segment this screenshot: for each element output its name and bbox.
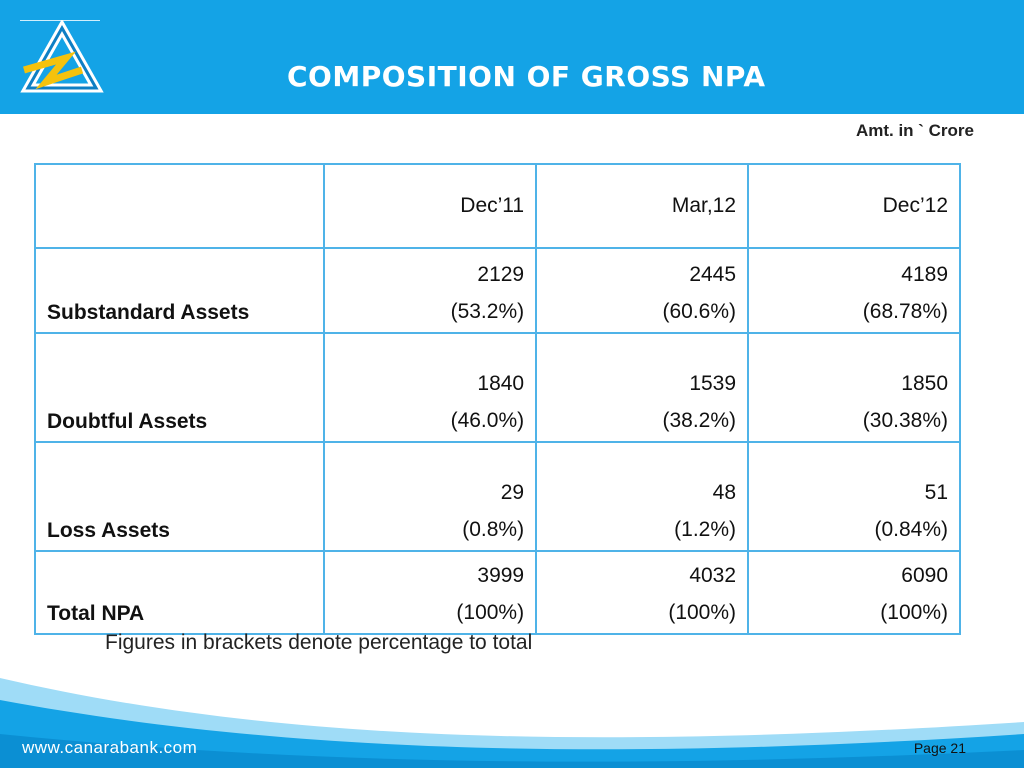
percent-value: (0.8%) (462, 518, 525, 541)
percent-value: (38.2%) (662, 409, 737, 432)
row-label: Loss Assets (33, 441, 326, 552)
canara-bank-logo-icon (20, 20, 104, 93)
header-cell-mar12: Mar,12 (535, 163, 750, 249)
amount-value: 48 (712, 481, 737, 504)
value-cell: 51 (0.84%) (747, 441, 961, 552)
value-cell: 4032 (100%) (535, 550, 750, 635)
value-cell: 29 (0.8%) (323, 441, 538, 552)
amount-value: 1840 (477, 372, 525, 395)
percent-value: (53.2%) (450, 300, 525, 323)
percent-value: (60.6%) (662, 300, 737, 323)
value-cell: 1840 (46.0%) (323, 332, 538, 443)
website-link[interactable]: www.canarabank.com (22, 738, 198, 757)
table-header-row: Dec’11 Mar,12 Dec’12 (33, 163, 961, 249)
page-title: COMPOSITION OF GROSS NPA (287, 60, 766, 93)
value-cell: 2129 (53.2%) (323, 247, 538, 334)
page-number: Page 21 (913, 740, 966, 756)
amount-unit-note: Amt. in ` Crore (855, 121, 974, 140)
amount-value: 3999 (477, 564, 525, 587)
table-row-loss-assets: Loss Assets 29 (0.8%) 48 (1.2%) 51 (0.84… (33, 441, 961, 552)
npa-composition-table: Dec’11 Mar,12 Dec’12 Substandard Assets … (33, 163, 961, 635)
header-cell-dec12: Dec’12 (747, 163, 961, 249)
percent-value: (46.0%) (450, 409, 525, 432)
amount-value: 51 (924, 481, 948, 504)
value-cell: 48 (1.2%) (535, 441, 750, 552)
amount-value: 4189 (901, 263, 948, 286)
value-cell: 1850 (30.38%) (747, 332, 961, 443)
table-row-doubtful-assets: Doubtful Assets 1840 (46.0%) 1539 (38.2%… (33, 332, 961, 443)
header-cell-empty (33, 163, 326, 249)
percent-value: (100%) (668, 601, 737, 624)
value-cell: 3999 (100%) (323, 550, 538, 635)
percent-value: (0.84%) (874, 518, 948, 541)
amount-value: 1539 (689, 372, 737, 395)
percent-value: (100%) (880, 601, 948, 624)
amount-value: 29 (500, 481, 525, 504)
amount-value: 2445 (689, 263, 737, 286)
percent-value: (1.2%) (674, 518, 737, 541)
table-row-total-npa: Total NPA 3999 (100%) 4032 (100%) 6090 (… (33, 550, 961, 635)
percent-value: (68.78%) (862, 300, 948, 323)
percent-value: (30.38%) (862, 409, 948, 432)
table-footnote: Figures in brackets denote percentage to… (105, 631, 533, 654)
row-label: Substandard Assets (33, 247, 326, 334)
header-band (0, 0, 1024, 114)
amount-value: 2129 (477, 263, 525, 286)
amount-value: 6090 (901, 564, 948, 587)
row-label: Total NPA (33, 550, 326, 635)
logo-divider (20, 20, 100, 21)
value-cell: 2445 (60.6%) (535, 247, 750, 334)
value-cell: 6090 (100%) (747, 550, 961, 635)
percent-value: (100%) (456, 601, 525, 624)
value-cell: 1539 (38.2%) (535, 332, 750, 443)
amount-value: 1850 (901, 372, 948, 395)
header-cell-dec11: Dec’11 (323, 163, 538, 249)
footer-wave (0, 678, 1024, 768)
row-label: Doubtful Assets (33, 332, 326, 443)
table-row-substandard-assets: Substandard Assets 2129 (53.2%) 2445 (60… (33, 247, 961, 334)
value-cell: 4189 (68.78%) (747, 247, 961, 334)
amount-value: 4032 (689, 564, 737, 587)
